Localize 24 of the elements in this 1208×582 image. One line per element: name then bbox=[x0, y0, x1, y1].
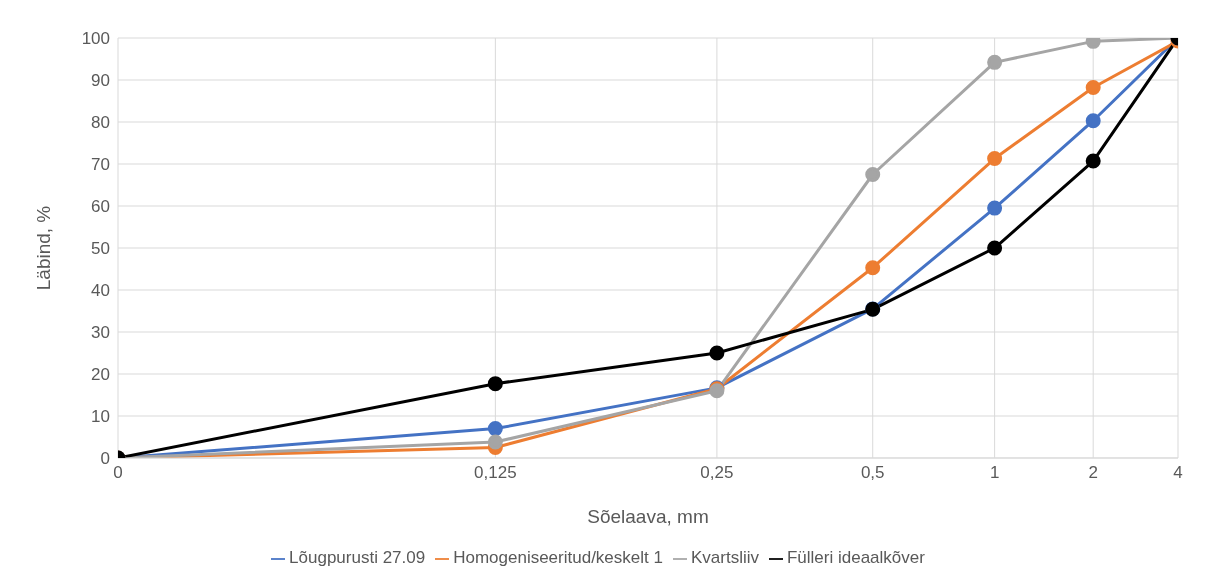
y-tick-label: 40 bbox=[91, 281, 110, 301]
y-tick-label: 100 bbox=[81, 29, 110, 49]
legend-label: Homogeniseeritud/keskelt 1 bbox=[453, 548, 663, 567]
y-axis-title: Läbind, % bbox=[32, 205, 54, 291]
x-tick-label: 4 bbox=[1173, 463, 1183, 483]
x-tick-label: 0,125 bbox=[474, 463, 517, 483]
y-tick-label: 30 bbox=[91, 323, 110, 343]
x-tick-label: 2 bbox=[1088, 463, 1098, 483]
y-tick-label: 90 bbox=[91, 71, 110, 91]
y-tick-label: 50 bbox=[91, 239, 110, 259]
legend-label: Kvartsliiv bbox=[690, 548, 759, 567]
x-tick-label: 1 bbox=[989, 463, 1000, 483]
y-tick-label: 20 bbox=[91, 365, 110, 385]
x-axis-title: Sõelaava, mm bbox=[587, 506, 709, 527]
legend-label: Fülleri ideaalkõver bbox=[786, 548, 925, 567]
y-tick-label: 0 bbox=[100, 449, 110, 469]
x-tick-label: 0,25 bbox=[700, 463, 734, 483]
x-tick-label: 0,5 bbox=[860, 463, 885, 483]
y-tick-label: 10 bbox=[91, 407, 110, 427]
y-tick-label: 70 bbox=[91, 155, 110, 175]
legend-label: Lõugpurusti 27.09 bbox=[289, 548, 426, 567]
y-tick-label: 80 bbox=[91, 113, 110, 133]
y-tick-label: 60 bbox=[91, 197, 110, 217]
x-tick-label: 0 bbox=[113, 463, 123, 483]
